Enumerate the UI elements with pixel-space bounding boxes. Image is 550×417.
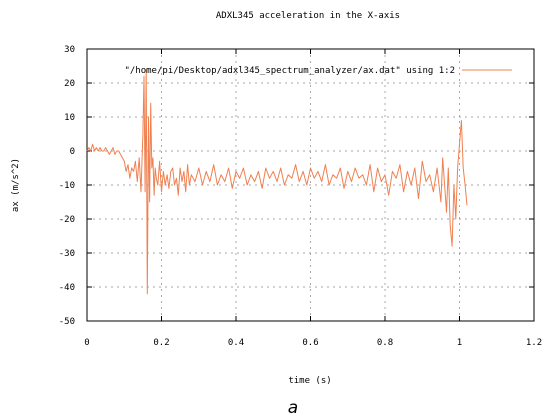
- x-tick-label: 0.2: [153, 338, 169, 348]
- series-layer: [86, 68, 468, 295]
- x-tick-labels: 0 0.2 0.4 0.6 0.8 1 1.2: [84, 338, 542, 348]
- y-tick-label: -10: [59, 181, 75, 191]
- x-tick-label: 1.2: [526, 338, 542, 348]
- x-tick-label: 1: [457, 338, 462, 348]
- y-tick-label: 10: [64, 113, 75, 123]
- y-tick-label: 30: [64, 45, 75, 55]
- x-tick-label: 0: [84, 338, 89, 348]
- figure-caption: a: [288, 398, 298, 417]
- y-tick-label: -40: [59, 283, 75, 293]
- y-tick-label: -50: [59, 317, 75, 327]
- legend: "/home/pi/Desktop/adxl345_spectrum_analy…: [124, 66, 512, 76]
- y-tick-labels: -50 -40 -30 -20 -10 0 10 20 30: [59, 45, 75, 327]
- ticks: [86, 48, 535, 322]
- y-axis-label: ax (m/s^2): [11, 158, 21, 212]
- series-line: [86, 68, 468, 295]
- y-tick-label: -20: [59, 215, 75, 225]
- x-tick-label: 0.6: [302, 338, 318, 348]
- x-tick-label: 0.4: [228, 338, 244, 348]
- x-tick-label: 0.8: [377, 338, 393, 348]
- grid: [87, 49, 534, 321]
- y-tick-label: -30: [59, 249, 75, 259]
- y-tick-label: 0: [70, 147, 75, 157]
- chart-title: ADXL345 acceleration in the X-axis: [216, 11, 400, 21]
- y-tick-label: 20: [64, 79, 75, 89]
- legend-label: "/home/pi/Desktop/adxl345_spectrum_analy…: [124, 66, 455, 76]
- x-axis-label: time (s): [288, 376, 331, 386]
